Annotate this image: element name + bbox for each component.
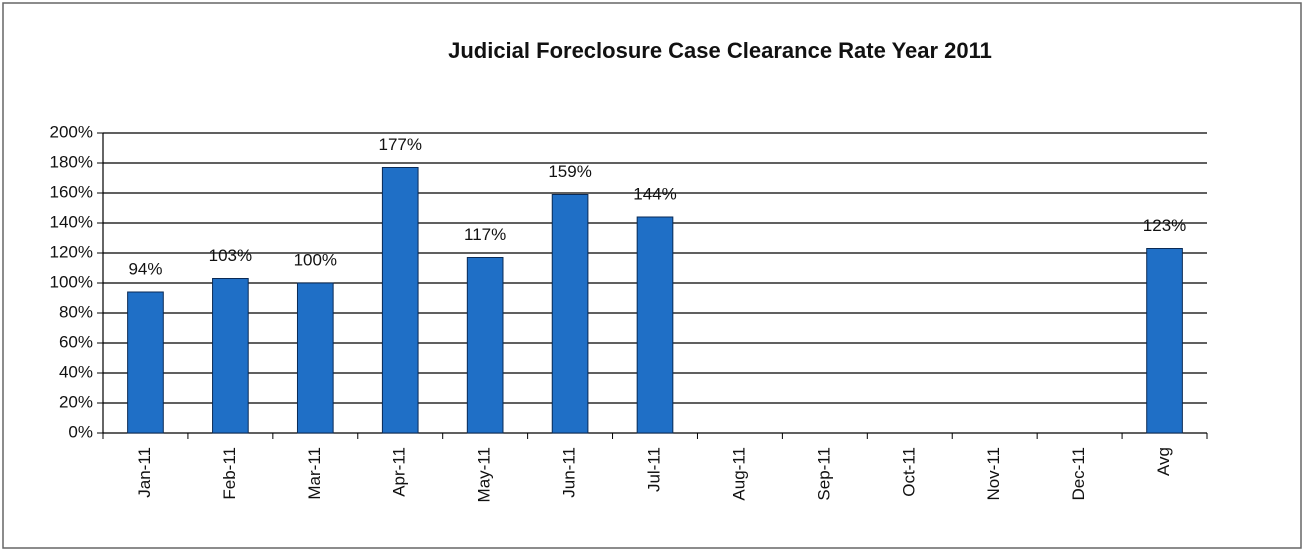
y-tick-label: 200% <box>50 122 93 141</box>
x-tick-label: Dec-11 <box>1069 447 1088 501</box>
bar <box>636 216 674 434</box>
y-tick-label: 0% <box>68 422 93 441</box>
x-tick-label: Oct-11 <box>899 447 918 497</box>
x-tick-label: Mar-11 <box>305 447 324 500</box>
x-tick-label: Feb-11 <box>220 447 239 500</box>
data-label: 94% <box>128 259 162 278</box>
x-tick-label: May-11 <box>475 447 494 502</box>
y-tick-label: 160% <box>50 182 93 201</box>
y-tick-label: 80% <box>59 302 93 321</box>
y-tick-label: 40% <box>59 362 93 381</box>
bar <box>1146 248 1183 434</box>
x-tick-label: Avg <box>1154 447 1173 476</box>
x-tick-label: Nov-11 <box>984 447 1003 501</box>
data-label: 123% <box>1143 216 1186 235</box>
x-tick-label: Jan-11 <box>135 447 154 498</box>
data-label: 177% <box>378 135 421 154</box>
y-tick-label: 180% <box>50 152 93 171</box>
bar <box>212 278 249 434</box>
y-tick-label: 140% <box>50 212 93 231</box>
x-tick-label: Sep-11 <box>814 447 833 501</box>
y-tick-label: 20% <box>59 392 93 411</box>
bar <box>127 291 164 434</box>
y-tick-label: 60% <box>59 332 93 351</box>
x-tick-label: Jun-11 <box>560 447 579 498</box>
data-label: 159% <box>548 162 591 181</box>
x-tick-label: Aug-11 <box>729 447 748 501</box>
x-tick-label: Apr-11 <box>390 447 409 497</box>
x-tick-label: Jul-11 <box>644 447 663 492</box>
y-tick-label: 120% <box>50 242 93 261</box>
data-label: 144% <box>633 184 676 203</box>
bar <box>466 257 504 434</box>
bar <box>381 167 419 434</box>
y-tick-label: 100% <box>50 272 93 291</box>
bar <box>551 194 589 434</box>
data-label: 100% <box>294 250 337 269</box>
chart-title: Judicial Foreclosure Case Clearance Rate… <box>448 38 992 63</box>
data-label: 117% <box>464 225 506 244</box>
data-label: 103% <box>209 246 252 265</box>
bar <box>296 282 334 434</box>
